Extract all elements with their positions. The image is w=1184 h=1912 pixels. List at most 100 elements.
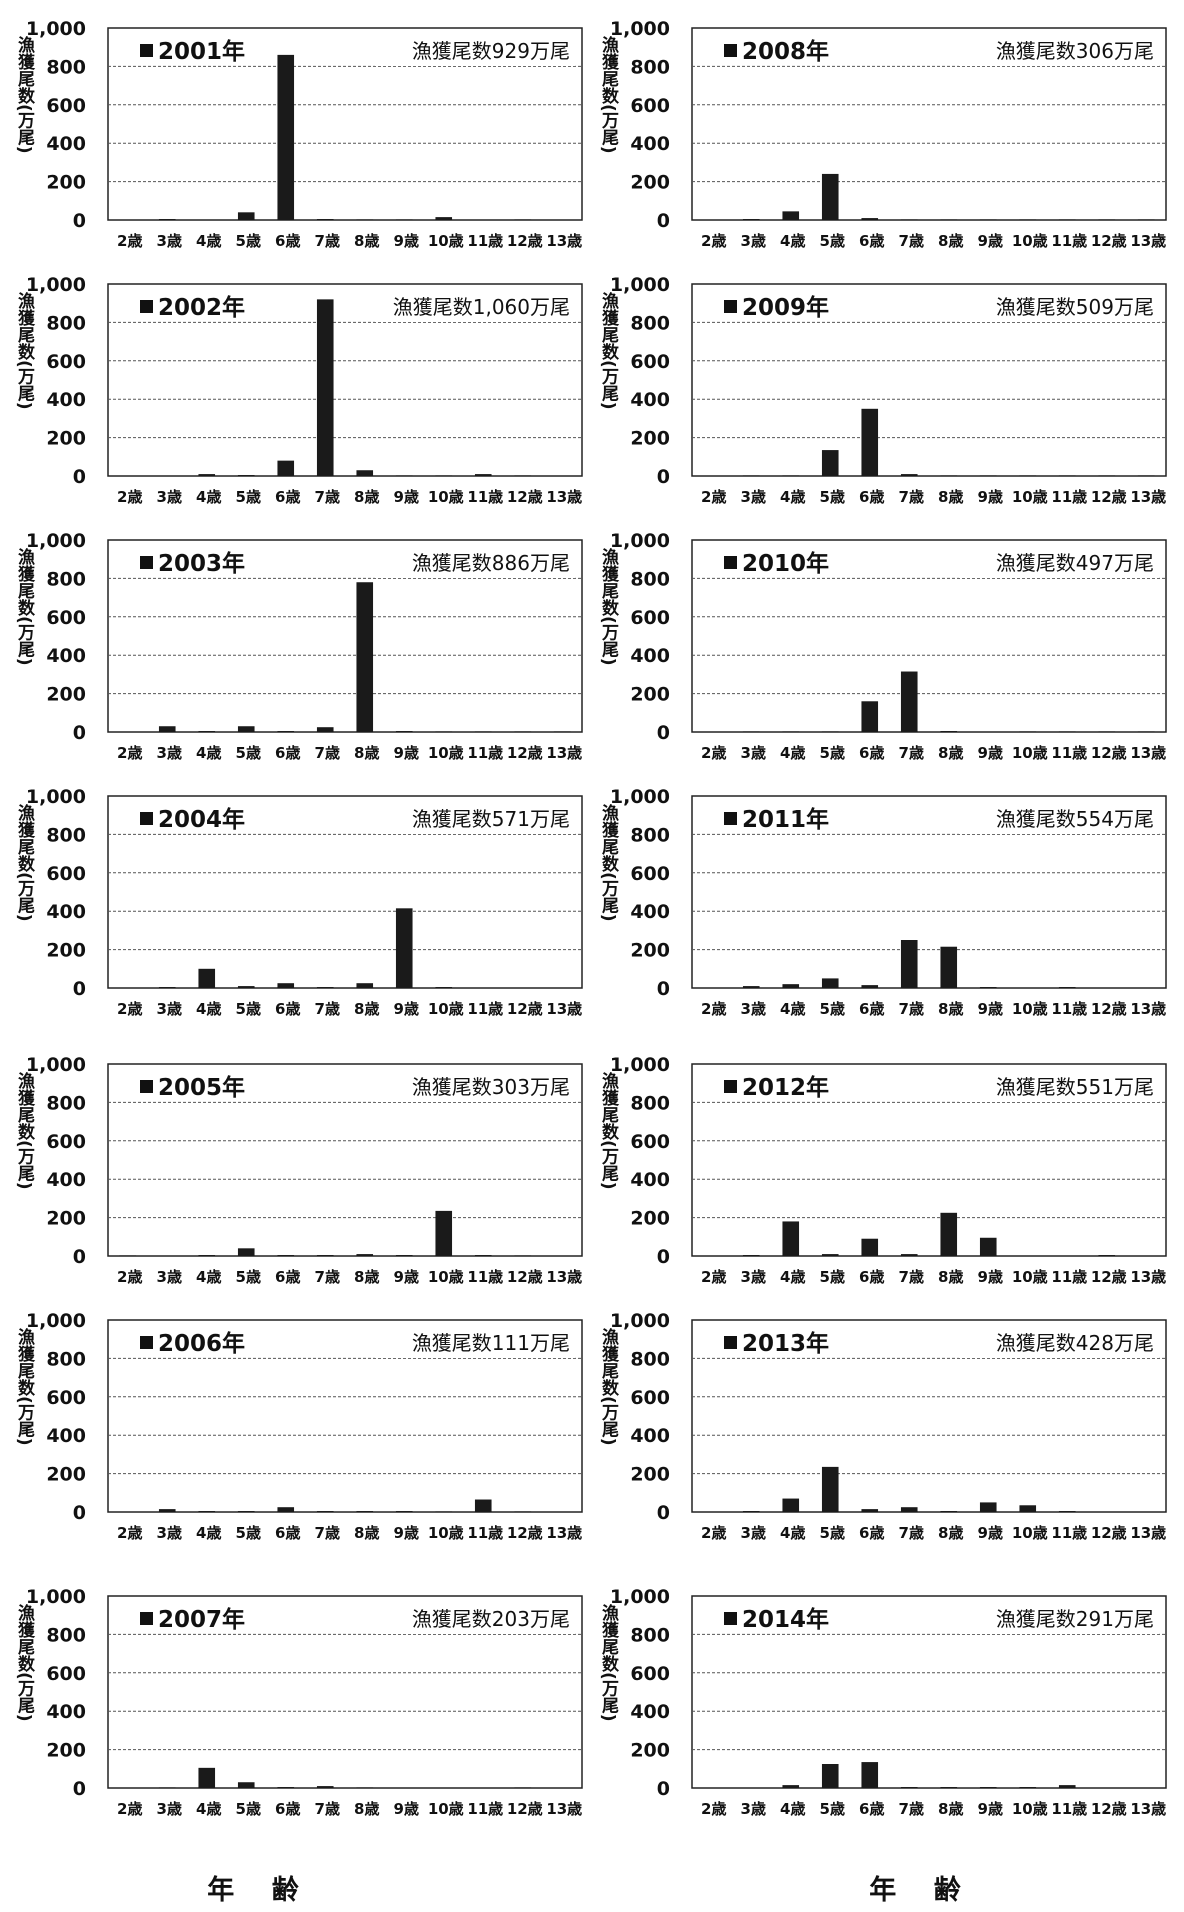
- bar: [316, 1511, 334, 1512]
- annotation-backdrop: [959, 292, 1159, 322]
- legend-marker: [140, 812, 153, 825]
- y-tick-label: 600: [46, 1663, 86, 1685]
- annotation-backdrop: [375, 1072, 575, 1102]
- bar: [514, 731, 532, 732]
- x-tick-label: 7歳: [899, 744, 924, 762]
- x-tick-label: 4歳: [780, 1524, 805, 1542]
- bar: [158, 219, 176, 220]
- x-tick-label: 3歳: [157, 232, 182, 250]
- bar: [514, 1511, 532, 1512]
- x-tick-label: 4歳: [196, 1524, 221, 1542]
- y-tick-label: 600: [46, 351, 86, 373]
- legend-marker: [724, 1612, 737, 1625]
- y-tick-label: 800: [46, 1348, 86, 1370]
- bar: [514, 475, 532, 476]
- y-tick-label: 0: [73, 978, 86, 1000]
- x-tick-label: 8歳: [938, 1524, 963, 1542]
- x-tick-label: 2歳: [117, 1524, 142, 1542]
- bar: [395, 1511, 413, 1512]
- bar: [782, 475, 800, 476]
- bar: [237, 1511, 255, 1512]
- bar: [1098, 219, 1116, 220]
- y-tick-label: 200: [46, 940, 86, 962]
- x-tick-label: 9歳: [394, 1524, 419, 1542]
- x-tick-label: 13歳: [1130, 488, 1166, 506]
- bar: [1058, 219, 1076, 220]
- legend-marker: [724, 1080, 737, 1093]
- bar: [821, 731, 839, 732]
- chart-title: 2013年: [742, 1330, 829, 1357]
- bar: [1019, 731, 1037, 732]
- bar: [821, 1764, 839, 1788]
- y-tick-label: 0: [657, 722, 670, 744]
- x-tick-label: 3歳: [157, 1268, 182, 1286]
- chart-title: 2006年: [158, 1330, 245, 1357]
- bar: [742, 1255, 760, 1256]
- y-tick-label: 600: [630, 1131, 670, 1153]
- bar: [435, 1210, 453, 1256]
- x-tick-label: 3歳: [741, 1800, 766, 1818]
- x-tick-label: 13歳: [546, 1800, 582, 1818]
- y-tick-label: 400: [46, 645, 86, 667]
- x-tick-label: 9歳: [394, 488, 419, 506]
- x-tick-label: 2歳: [117, 744, 142, 762]
- y-tick-label: 200: [46, 172, 86, 194]
- x-tick-label: 7歳: [315, 744, 340, 762]
- x-tick-label: 10歳: [428, 1268, 464, 1286]
- total-catch-annotation: 漁獲尾数1,060万尾: [393, 295, 570, 319]
- bar: [316, 219, 334, 220]
- y-axis-label: 漁獲尾数(万尾): [14, 803, 36, 922]
- y-tick-label: 1,000: [26, 18, 86, 40]
- y-tick-label: 800: [630, 1348, 670, 1370]
- x-tick-label: 9歳: [978, 232, 1003, 250]
- bar: [435, 1511, 453, 1512]
- x-tick-label: 11歳: [467, 1524, 503, 1542]
- x-tick-label: 5歳: [236, 744, 261, 762]
- y-tick-label: 600: [46, 95, 86, 117]
- bar: [474, 731, 492, 732]
- y-tick-label: 0: [73, 722, 86, 744]
- y-tick-label: 800: [630, 1624, 670, 1646]
- y-tick-label: 200: [46, 1208, 86, 1230]
- chart-title: 2007年: [158, 1606, 245, 1633]
- y-axis-label: 漁獲尾数(万尾): [14, 1327, 36, 1446]
- y-tick-label: 200: [46, 1740, 86, 1762]
- chart-title: 2011年: [742, 806, 829, 833]
- y-tick-label: 0: [73, 1246, 86, 1268]
- y-tick-label: 400: [630, 389, 670, 411]
- x-tick-label: 6歳: [859, 488, 884, 506]
- y-tick-label: 200: [630, 1740, 670, 1762]
- x-tick-label: 6歳: [275, 1000, 300, 1018]
- x-tick-label: 13歳: [1130, 744, 1166, 762]
- x-tick-label: 13歳: [1130, 1268, 1166, 1286]
- y-tick-label: 0: [657, 210, 670, 232]
- total-catch-annotation: 漁獲尾数203万尾: [412, 1607, 570, 1631]
- x-tick-label: 10歳: [1012, 1268, 1048, 1286]
- x-tick-label: 12歳: [507, 1000, 543, 1018]
- bar: [900, 671, 918, 732]
- legend-marker: [724, 1336, 737, 1349]
- bar: [861, 1509, 879, 1512]
- bar: [782, 1785, 800, 1788]
- x-tick-label: 3歳: [741, 1000, 766, 1018]
- x-tick-label: 10歳: [428, 1000, 464, 1018]
- chart-title: 2003年: [158, 550, 245, 577]
- x-tick-label: 4歳: [780, 488, 805, 506]
- x-tick-label: 4歳: [780, 1268, 805, 1286]
- x-tick-label: 5歳: [236, 488, 261, 506]
- y-tick-label: 1,000: [610, 530, 670, 552]
- x-tick-label: 7歳: [899, 1268, 924, 1286]
- y-axis-label: 漁獲尾数(万尾): [598, 803, 620, 922]
- bar: [277, 1787, 295, 1788]
- x-tick-label: 9歳: [978, 1524, 1003, 1542]
- x-tick-label: 13歳: [1130, 232, 1166, 250]
- y-tick-label: 200: [630, 428, 670, 450]
- x-tick-label: 8歳: [354, 744, 379, 762]
- x-tick-label: 5歳: [236, 1524, 261, 1542]
- bar: [940, 946, 958, 988]
- bar: [861, 408, 879, 476]
- x-tick-label: 6歳: [859, 1524, 884, 1542]
